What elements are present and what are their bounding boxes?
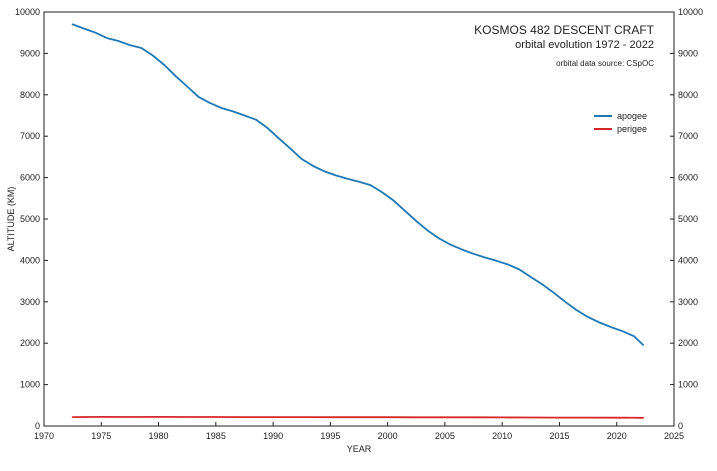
y-tick-label-right: 6000 (678, 173, 698, 183)
y-tick-label-right: 2000 (678, 338, 698, 348)
y-tick-label-left: 6000 (20, 173, 40, 183)
y-tick-label-right: 10000 (678, 7, 703, 17)
y-tick-label-left: 9000 (20, 48, 40, 58)
data-source-note: orbital data source: CSpOC (556, 59, 654, 68)
y-tick-label-left: 2000 (20, 338, 40, 348)
y-axis-right-ticks: 0 1000 2000 3000 4000 5000 6000 7000 8000 9000 100… (670, 7, 703, 431)
x-tick-label: 2010 (492, 431, 512, 441)
x-tick-label: 1985 (206, 431, 226, 441)
y-axis-left-ticks: 0 1000 2000 3000 4000 5000 6000 7000 8000 9000 100… (15, 7, 48, 431)
y-tick-label-right: 4000 (678, 255, 698, 265)
y-tick-label-left: 7000 (20, 131, 40, 141)
y-tick-label-left: 3000 (20, 297, 40, 307)
legend: apogee perigee (594, 111, 647, 134)
y-tick-label-left: 4000 (20, 255, 40, 265)
legend-perigee-label: perigee (617, 124, 647, 134)
x-tick-label: 1995 (320, 431, 340, 441)
legend-apogee-label: apogee (617, 111, 647, 121)
y-tick-label-left: 0 (35, 421, 40, 431)
y-tick-label-right: 3000 (678, 297, 698, 307)
y-tick-label-right: 8000 (678, 90, 698, 100)
chart-subtitle: orbital evolution 1972 - 2022 (515, 39, 654, 51)
x-tick-label: 2000 (378, 431, 398, 441)
y-tick-label-right: 0 (678, 421, 683, 431)
y-tick-label-right: 1000 (678, 380, 698, 390)
x-tick-label: 2025 (664, 431, 684, 441)
x-axis-ticks: 1970 1975 1980 1985 1990 1995 2000 2005 2010 2015… (34, 422, 684, 441)
y-axis-title: ALTITUDE (KM) (6, 187, 16, 252)
chart-title: KOSMOS 482 DESCENT CRAFT (474, 23, 654, 37)
y-tick-label-right: 9000 (678, 48, 698, 58)
series-line-perigee (71, 415, 644, 419)
x-tick-label: 1975 (91, 431, 111, 441)
y-tick-label-left: 8000 (20, 90, 40, 100)
x-tick-label: 1990 (263, 431, 283, 441)
plot-frame (43, 11, 675, 427)
x-axis-title: YEAR (347, 444, 372, 454)
y-tick-label-left: 1000 (20, 380, 40, 390)
series-layer (71, 23, 644, 419)
y-tick-label-left: 10000 (15, 7, 40, 17)
x-tick-label: 1970 (34, 431, 54, 441)
x-tick-label: 1980 (149, 431, 169, 441)
x-tick-label: 2005 (435, 431, 455, 441)
series-line-apogee (71, 23, 644, 346)
y-tick-label-right: 7000 (678, 131, 698, 141)
y-tick-label-right: 5000 (678, 214, 698, 224)
x-tick-label: 2015 (549, 431, 569, 441)
y-tick-label-left: 5000 (20, 214, 40, 224)
x-tick-label: 2020 (607, 431, 627, 441)
